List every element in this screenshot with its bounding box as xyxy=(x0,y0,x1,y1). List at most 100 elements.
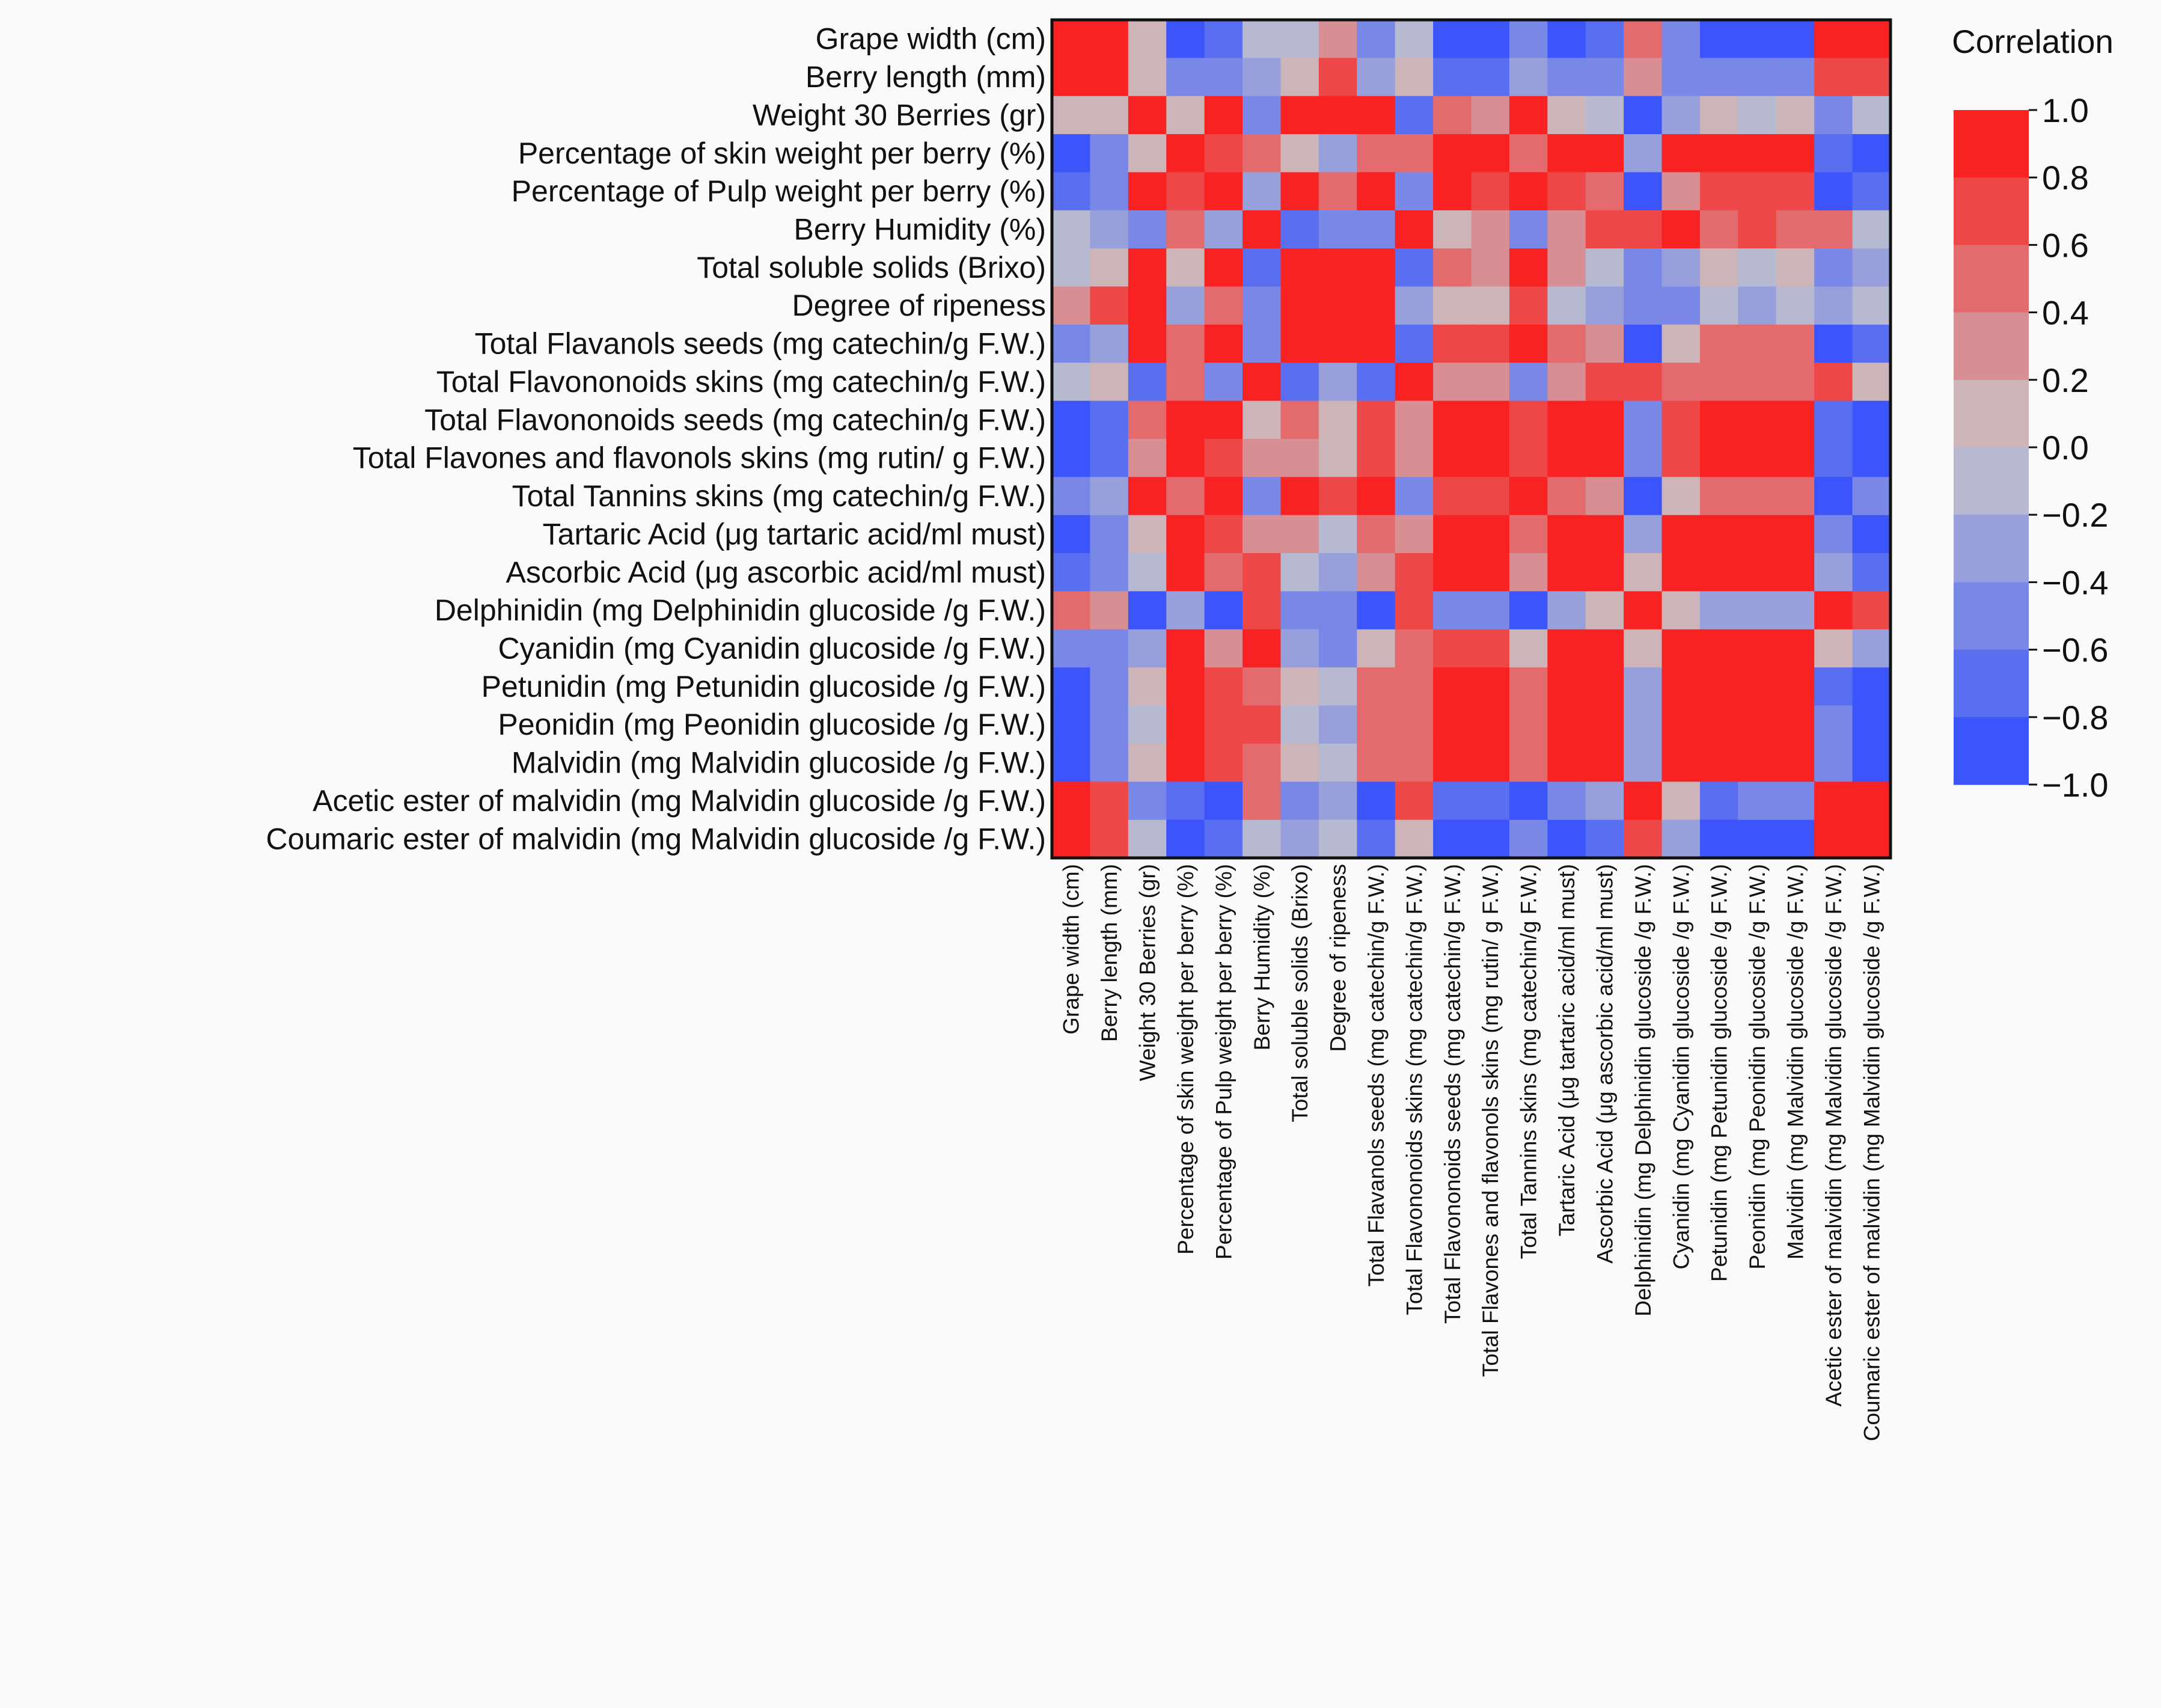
heatmap-cell xyxy=(1471,363,1510,402)
heatmap-cell xyxy=(1318,58,1357,97)
heatmap-border xyxy=(1050,18,1892,860)
heatmap-cell xyxy=(1585,553,1624,592)
heatmap-cell xyxy=(1814,629,1853,668)
heatmap-cell xyxy=(1738,667,1777,706)
heatmap-cell xyxy=(1852,705,1891,744)
heatmap-cell xyxy=(1128,515,1167,554)
heatmap-cell xyxy=(1357,324,1396,363)
heatmap-cell xyxy=(1585,591,1624,630)
heatmap-cell xyxy=(1661,553,1701,592)
colorbar-band xyxy=(1954,177,2029,245)
row-label: Percentage of skin weight per berry (%) xyxy=(518,136,1046,170)
heatmap-cell xyxy=(1166,363,1205,402)
heatmap-cell xyxy=(1395,629,1434,668)
heatmap-cell xyxy=(1090,782,1129,821)
heatmap-cell xyxy=(1547,324,1586,363)
heatmap-cell xyxy=(1776,210,1815,249)
heatmap-cell xyxy=(1242,439,1282,477)
heatmap-cell xyxy=(1280,743,1319,782)
heatmap-cell xyxy=(1357,591,1396,630)
heatmap-cell xyxy=(1471,591,1510,630)
heatmap-cell xyxy=(1738,439,1777,477)
heatmap-cell xyxy=(1242,515,1282,554)
heatmap-cell xyxy=(1509,819,1548,859)
heatmap-cell xyxy=(1318,819,1357,859)
heatmap-cell xyxy=(1052,210,1091,249)
heatmap-cell xyxy=(1090,439,1129,477)
heatmap-cell xyxy=(1471,553,1510,592)
heatmap-cell xyxy=(1585,782,1624,821)
heatmap-cell xyxy=(1585,172,1624,211)
heatmap-cell xyxy=(1166,210,1205,249)
heatmap-cell xyxy=(1090,172,1129,211)
heatmap-cell xyxy=(1624,553,1663,592)
heatmap-cell xyxy=(1814,96,1853,135)
heatmap-cell xyxy=(1814,667,1853,706)
heatmap-cell xyxy=(1242,553,1282,592)
heatmap-cell xyxy=(1280,286,1319,325)
heatmap-cell xyxy=(1814,439,1853,477)
heatmap-cell xyxy=(1547,439,1586,477)
heatmap-cell xyxy=(1814,20,1853,58)
heatmap-cell xyxy=(1052,629,1091,668)
heatmap-cell xyxy=(1280,782,1319,821)
heatmap-cell xyxy=(1052,58,1091,97)
heatmap-cell xyxy=(1699,134,1738,173)
heatmap-cell xyxy=(1814,172,1853,211)
colorbar-ticks: 1.0 0.8 0.6 0.4 0.2 0.0 −0.2 −0.4 −0.6 −0.8 −1.0 xyxy=(2029,91,2109,804)
heatmap-cell xyxy=(1128,629,1167,668)
heatmap-cell xyxy=(1318,477,1357,516)
color-legend: Correlation 1.0 0.8 0.6 0.4 0.2 0.0 −0.2 −0.4 −0… xyxy=(1952,23,2114,804)
heatmap-cell xyxy=(1242,134,1282,173)
heatmap-cell xyxy=(1204,172,1243,211)
heatmap-cell xyxy=(1547,58,1586,97)
heatmap-cell xyxy=(1547,705,1586,744)
heatmap-cell xyxy=(1585,286,1624,325)
heatmap-cell xyxy=(1433,515,1472,554)
heatmap-cell xyxy=(1699,439,1738,477)
heatmap-cell xyxy=(1433,743,1472,782)
heatmap-cell xyxy=(1547,363,1586,402)
column-label: Total Flavanols seeds (mg catechin/g F.W… xyxy=(1364,864,1389,1287)
heatmap-cell xyxy=(1471,819,1510,859)
heatmap-cell xyxy=(1357,20,1396,58)
column-label: Malvidin (mg Malvidin glucoside /g F.W.) xyxy=(1784,864,1808,1260)
heatmap-cell xyxy=(1585,210,1624,249)
heatmap-cell xyxy=(1318,248,1357,287)
colorbar xyxy=(1954,110,2029,785)
heatmap-cell xyxy=(1242,210,1282,249)
heatmap-cell xyxy=(1242,248,1282,287)
heatmap-cell xyxy=(1547,286,1586,325)
heatmap-cell xyxy=(1471,248,1510,287)
heatmap-cell xyxy=(1699,629,1738,668)
heatmap-cell xyxy=(1814,248,1853,287)
heatmap-cell xyxy=(1509,667,1548,706)
heatmap-cell xyxy=(1166,96,1205,135)
colorbar-tick-label: −0.2 xyxy=(2042,496,2109,534)
heatmap-cell xyxy=(1166,819,1205,859)
heatmap-cell xyxy=(1547,248,1586,287)
heatmap-cell xyxy=(1128,743,1167,782)
heatmap-cell xyxy=(1318,20,1357,58)
heatmap-cell xyxy=(1699,248,1738,287)
heatmap-cell xyxy=(1738,400,1777,439)
heatmap-cell xyxy=(1280,248,1319,287)
colorbar-tick-label: 0.6 xyxy=(2042,226,2089,264)
heatmap-cell xyxy=(1242,782,1282,821)
heatmap-cell xyxy=(1509,591,1548,630)
row-label: Delphinidin (mg Delphinidin glucoside /g… xyxy=(435,593,1046,627)
heatmap-cell xyxy=(1661,591,1701,630)
heatmap-cell xyxy=(1242,58,1282,97)
heatmap-cell xyxy=(1242,286,1282,325)
heatmap-cell xyxy=(1357,553,1396,592)
heatmap-cell xyxy=(1738,20,1777,58)
heatmap-cell xyxy=(1280,58,1319,97)
heatmap-cell xyxy=(1395,400,1434,439)
heatmap-cell xyxy=(1090,324,1129,363)
heatmap-cell xyxy=(1661,629,1701,668)
heatmap-cell xyxy=(1585,58,1624,97)
column-label: Berry Humidity (%) xyxy=(1250,864,1274,1050)
heatmap-cell xyxy=(1128,324,1167,363)
heatmap-cell xyxy=(1547,134,1586,173)
